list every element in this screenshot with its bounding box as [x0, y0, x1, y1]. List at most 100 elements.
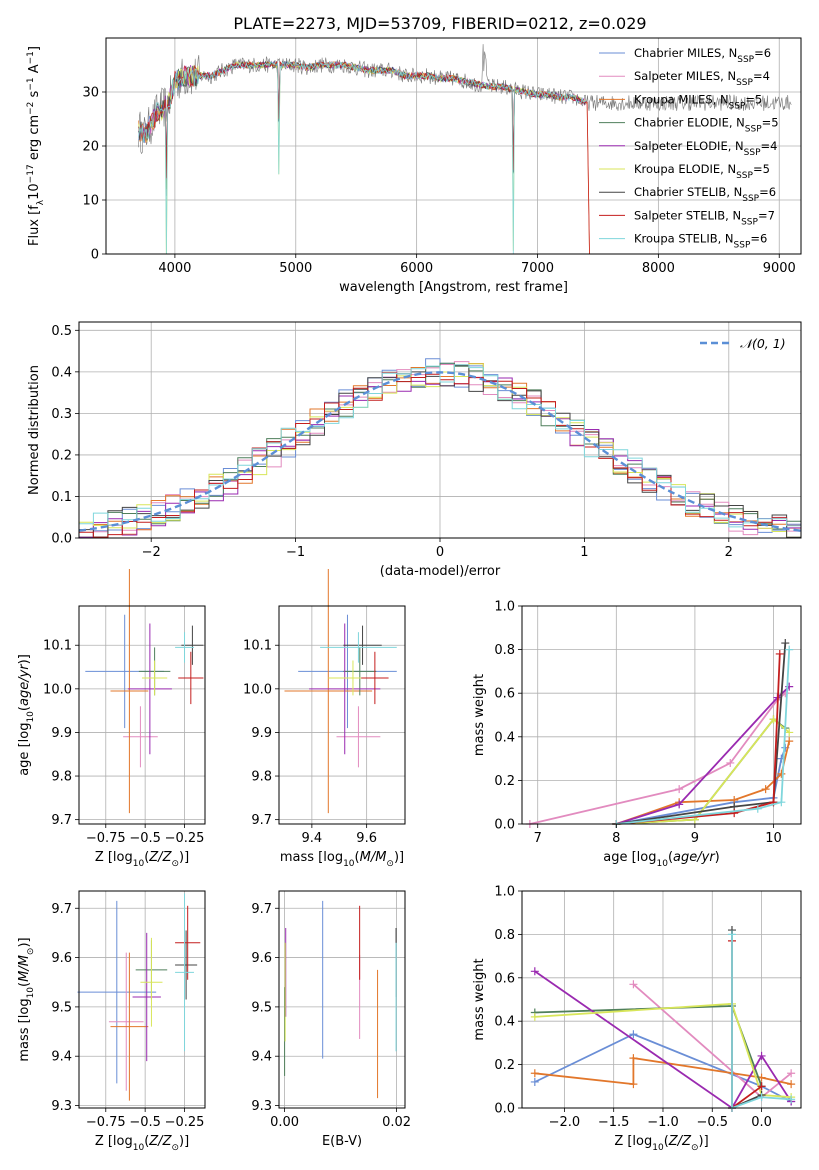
label-part: −1 — [26, 51, 36, 64]
label-part: )] — [394, 850, 404, 865]
massweight-vs-age-panel: 7 8 9 100.00.20.40.60.81.0age [log10(age/yr… — [472, 600, 801, 870]
y-tick-label: 0.6 — [494, 687, 515, 702]
x-tick-label: 9 — [691, 831, 699, 846]
label-part: )] — [179, 1134, 189, 1149]
mass-weight-marker — [777, 798, 785, 806]
y-tick-label: 0.4 — [494, 730, 515, 745]
x-tick-label: 5000 — [279, 261, 312, 276]
legend-entry: Chabrier ELODIE, NSSP=5 — [634, 116, 779, 135]
label-part: =6 — [750, 232, 767, 246]
y-tick-label: 1.0 — [494, 885, 515, 900]
label-part: ⊙ — [26, 948, 36, 956]
y-tick-label: 10.0 — [43, 682, 72, 697]
x-tick-label: 0.00 — [270, 1115, 299, 1130]
y-tick-label: 9.6 — [251, 951, 272, 966]
x-axis-label: age [log10(age/yr) — [603, 850, 720, 869]
mass-weight-marker — [629, 1054, 637, 1062]
y-axis-label: Flux [fλ10−17 erg cm−2 s−1 A−1] — [26, 46, 46, 246]
label-part: age/yr — [673, 850, 716, 865]
x-tick-label: 7000 — [521, 261, 554, 276]
spectrum-marks: Chabrier MILES, NSSP=6Salpeter MILES, NS… — [139, 44, 792, 264]
x-axis-label: Z [log10(Z/Z⊙)] — [95, 1134, 189, 1153]
label-part: M/M — [17, 955, 32, 982]
label-part: ⊙ — [171, 859, 179, 869]
label-part: SSP — [737, 55, 754, 65]
mass-weight-marker — [531, 1078, 539, 1086]
model-spectrum-line — [139, 62, 586, 258]
x-tick-label: 9.6 — [356, 831, 377, 846]
label-part: ⊙ — [386, 859, 394, 869]
label-part: SSP — [741, 217, 758, 227]
mass-vs-ebv-panel: 0.00 0.029.39.49.59.69.7E(B-V) — [251, 891, 411, 1149]
x-axis-label: wavelength [Angstrom, rest frame] — [339, 280, 568, 295]
x-tick-label: −1.5 — [598, 1115, 630, 1130]
label-part: =4 — [761, 139, 778, 153]
label-part: SSP — [744, 148, 761, 158]
label-part: ] — [27, 46, 42, 51]
x-tick-label: −2 — [142, 545, 161, 560]
label-part: 10 — [657, 859, 669, 869]
massweight-vs-Z-panel: −2.0 −1.5 −1.0 −0.5 0.0 0.0 0.2 0.4 0.6 0.8 1.0 Z [… — [472, 885, 801, 1154]
y-tick-label: 9.4 — [51, 1050, 72, 1065]
label-part: Salpeter MILES, N — [634, 69, 736, 83]
mass-weight-marker — [787, 1080, 795, 1088]
y-tick-label: 9.7 — [51, 813, 72, 828]
y-tick-label: 0.0 — [51, 532, 72, 547]
label-part: )] — [699, 1134, 709, 1149]
x-tick-label: −0.5 — [129, 831, 161, 846]
label-part: ⊙ — [171, 1143, 179, 1153]
mass-vs-Z-panel: −0.75 −0.5 −0.25 9.3 9.4 9.5 9.6 9.7 Z [log10(Z/… — [17, 891, 205, 1153]
legend-entry: Kroupa STELIB, NSSP=6 — [634, 232, 767, 251]
label-part: SSP — [736, 78, 753, 88]
legend-entry: Salpeter STELIB, NSSP=7 — [634, 208, 775, 227]
label-part: 10 — [26, 987, 36, 999]
label-part: 10 — [133, 859, 145, 869]
axes-frame — [279, 606, 405, 824]
y-tick-label: 9.9 — [251, 726, 272, 741]
label-part: =5 — [753, 162, 770, 176]
label-part: =7 — [758, 208, 775, 222]
y-axis-label: Normed distribution — [27, 365, 42, 495]
x-tick-label: 2 — [725, 545, 733, 560]
x-axis-label: Z [log10(Z/Z⊙)] — [614, 1134, 708, 1153]
x-tick-label: 0.0 — [751, 1115, 772, 1130]
y-tick-label: 9.7 — [251, 813, 272, 828]
label-part: Chabrier STELIB, N — [634, 185, 742, 199]
x-tick-label: −0.25 — [165, 831, 205, 846]
y-tick-label: 0.6 — [494, 971, 515, 986]
label-part: SSP — [729, 101, 746, 111]
x-tick-label: 4000 — [158, 261, 191, 276]
label-part: 10 — [133, 1143, 145, 1153]
mass-weight-marker — [629, 1080, 637, 1088]
mass-weight-marker — [785, 646, 793, 654]
y-tick-label: 9.8 — [251, 770, 272, 785]
label-part: )] — [17, 937, 32, 947]
y-tick-label: 9.7 — [251, 902, 272, 917]
x-tick-label: 9.4 — [302, 831, 323, 846]
x-tick-label: −1.0 — [647, 1115, 679, 1130]
legend-entry: Kroupa ELODIE, NSSP=5 — [634, 162, 770, 181]
y-tick-label: 9.3 — [251, 1099, 272, 1114]
mass-weight-marker — [728, 930, 736, 938]
mass-weight-marker — [785, 737, 793, 745]
age-vs-Z-panel: −0.75 −0.5 −0.25 9.7 9.8 9.9 10.0 10.1 Z [log10(… — [17, 569, 205, 869]
mass-weight-line — [616, 719, 789, 824]
mass-vs-ebv-marks — [285, 901, 396, 1098]
label-part: age/yr — [17, 663, 32, 706]
y-tick-label: 0.8 — [494, 643, 515, 658]
y-tick-label: 9.9 — [51, 726, 72, 741]
y-tick-label: 9.4 — [251, 1050, 272, 1065]
x-tick-label: 9000 — [763, 261, 796, 276]
x-tick-label: 0.02 — [382, 1115, 411, 1130]
y-tick-label: 20 — [82, 140, 99, 155]
legend-entry: Salpeter MILES, NSSP=4 — [634, 69, 770, 88]
label-part: erg cm — [27, 115, 42, 164]
mass-weight-line — [535, 1006, 762, 1086]
y-tick-label: 10.0 — [243, 682, 272, 697]
legend-entry: Chabrier MILES, NSSP=6 — [634, 46, 771, 65]
x-axis-label: (data-model)/error — [380, 564, 501, 579]
mass-weight-marker — [781, 639, 789, 647]
x-tick-label: −0.5 — [129, 1115, 161, 1130]
model-spectrum-line — [139, 62, 586, 189]
